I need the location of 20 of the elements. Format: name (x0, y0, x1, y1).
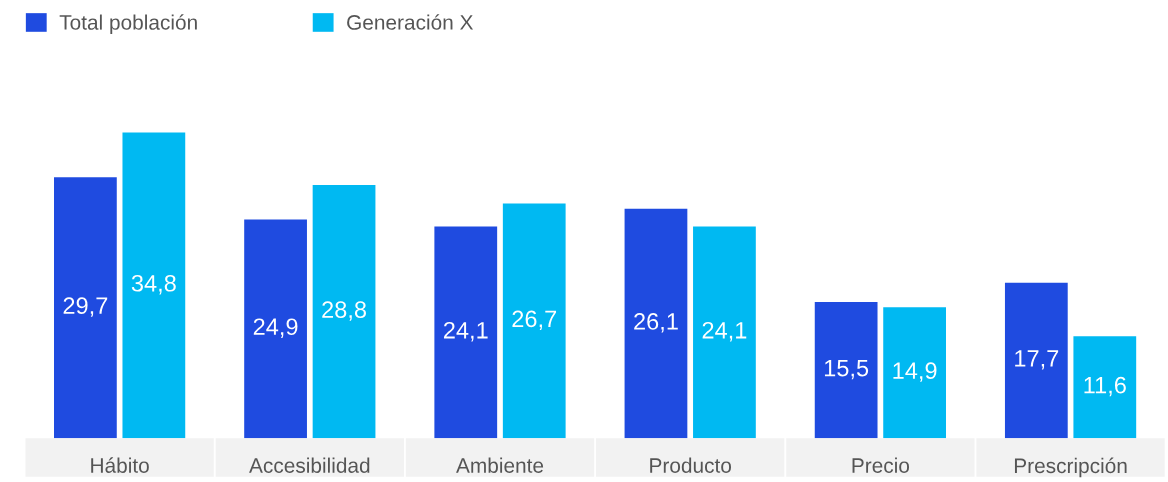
data-label: 24,1 (443, 321, 488, 342)
data-label: 26,7 (512, 310, 557, 330)
data-label: 15,5 (824, 359, 869, 380)
data-label: 24,9 (253, 318, 298, 338)
legend-label: Total población (59, 14, 197, 34)
x-tick-label: Producto (650, 457, 732, 473)
data-label: 14,9 (893, 362, 937, 382)
x-tick-label: Accesibilidad (249, 457, 370, 473)
data-label: 17,7 (1015, 350, 1059, 370)
data-label: 26,1 (634, 313, 678, 333)
data-label: 28,8 (322, 301, 366, 321)
data-label: 34,8 (131, 274, 176, 295)
data-label: 11,6 (1084, 376, 1126, 397)
x-tick-label: Hábito (91, 457, 149, 473)
x-tick-label: Ambiente (456, 457, 544, 473)
legend-label: Generación X (347, 14, 474, 30)
data-label: 29,7 (63, 297, 108, 317)
x-tick-label: Prescripción (1014, 457, 1127, 478)
x-tick-label: Precio (852, 457, 910, 473)
data-label: 24,1 (702, 321, 747, 342)
